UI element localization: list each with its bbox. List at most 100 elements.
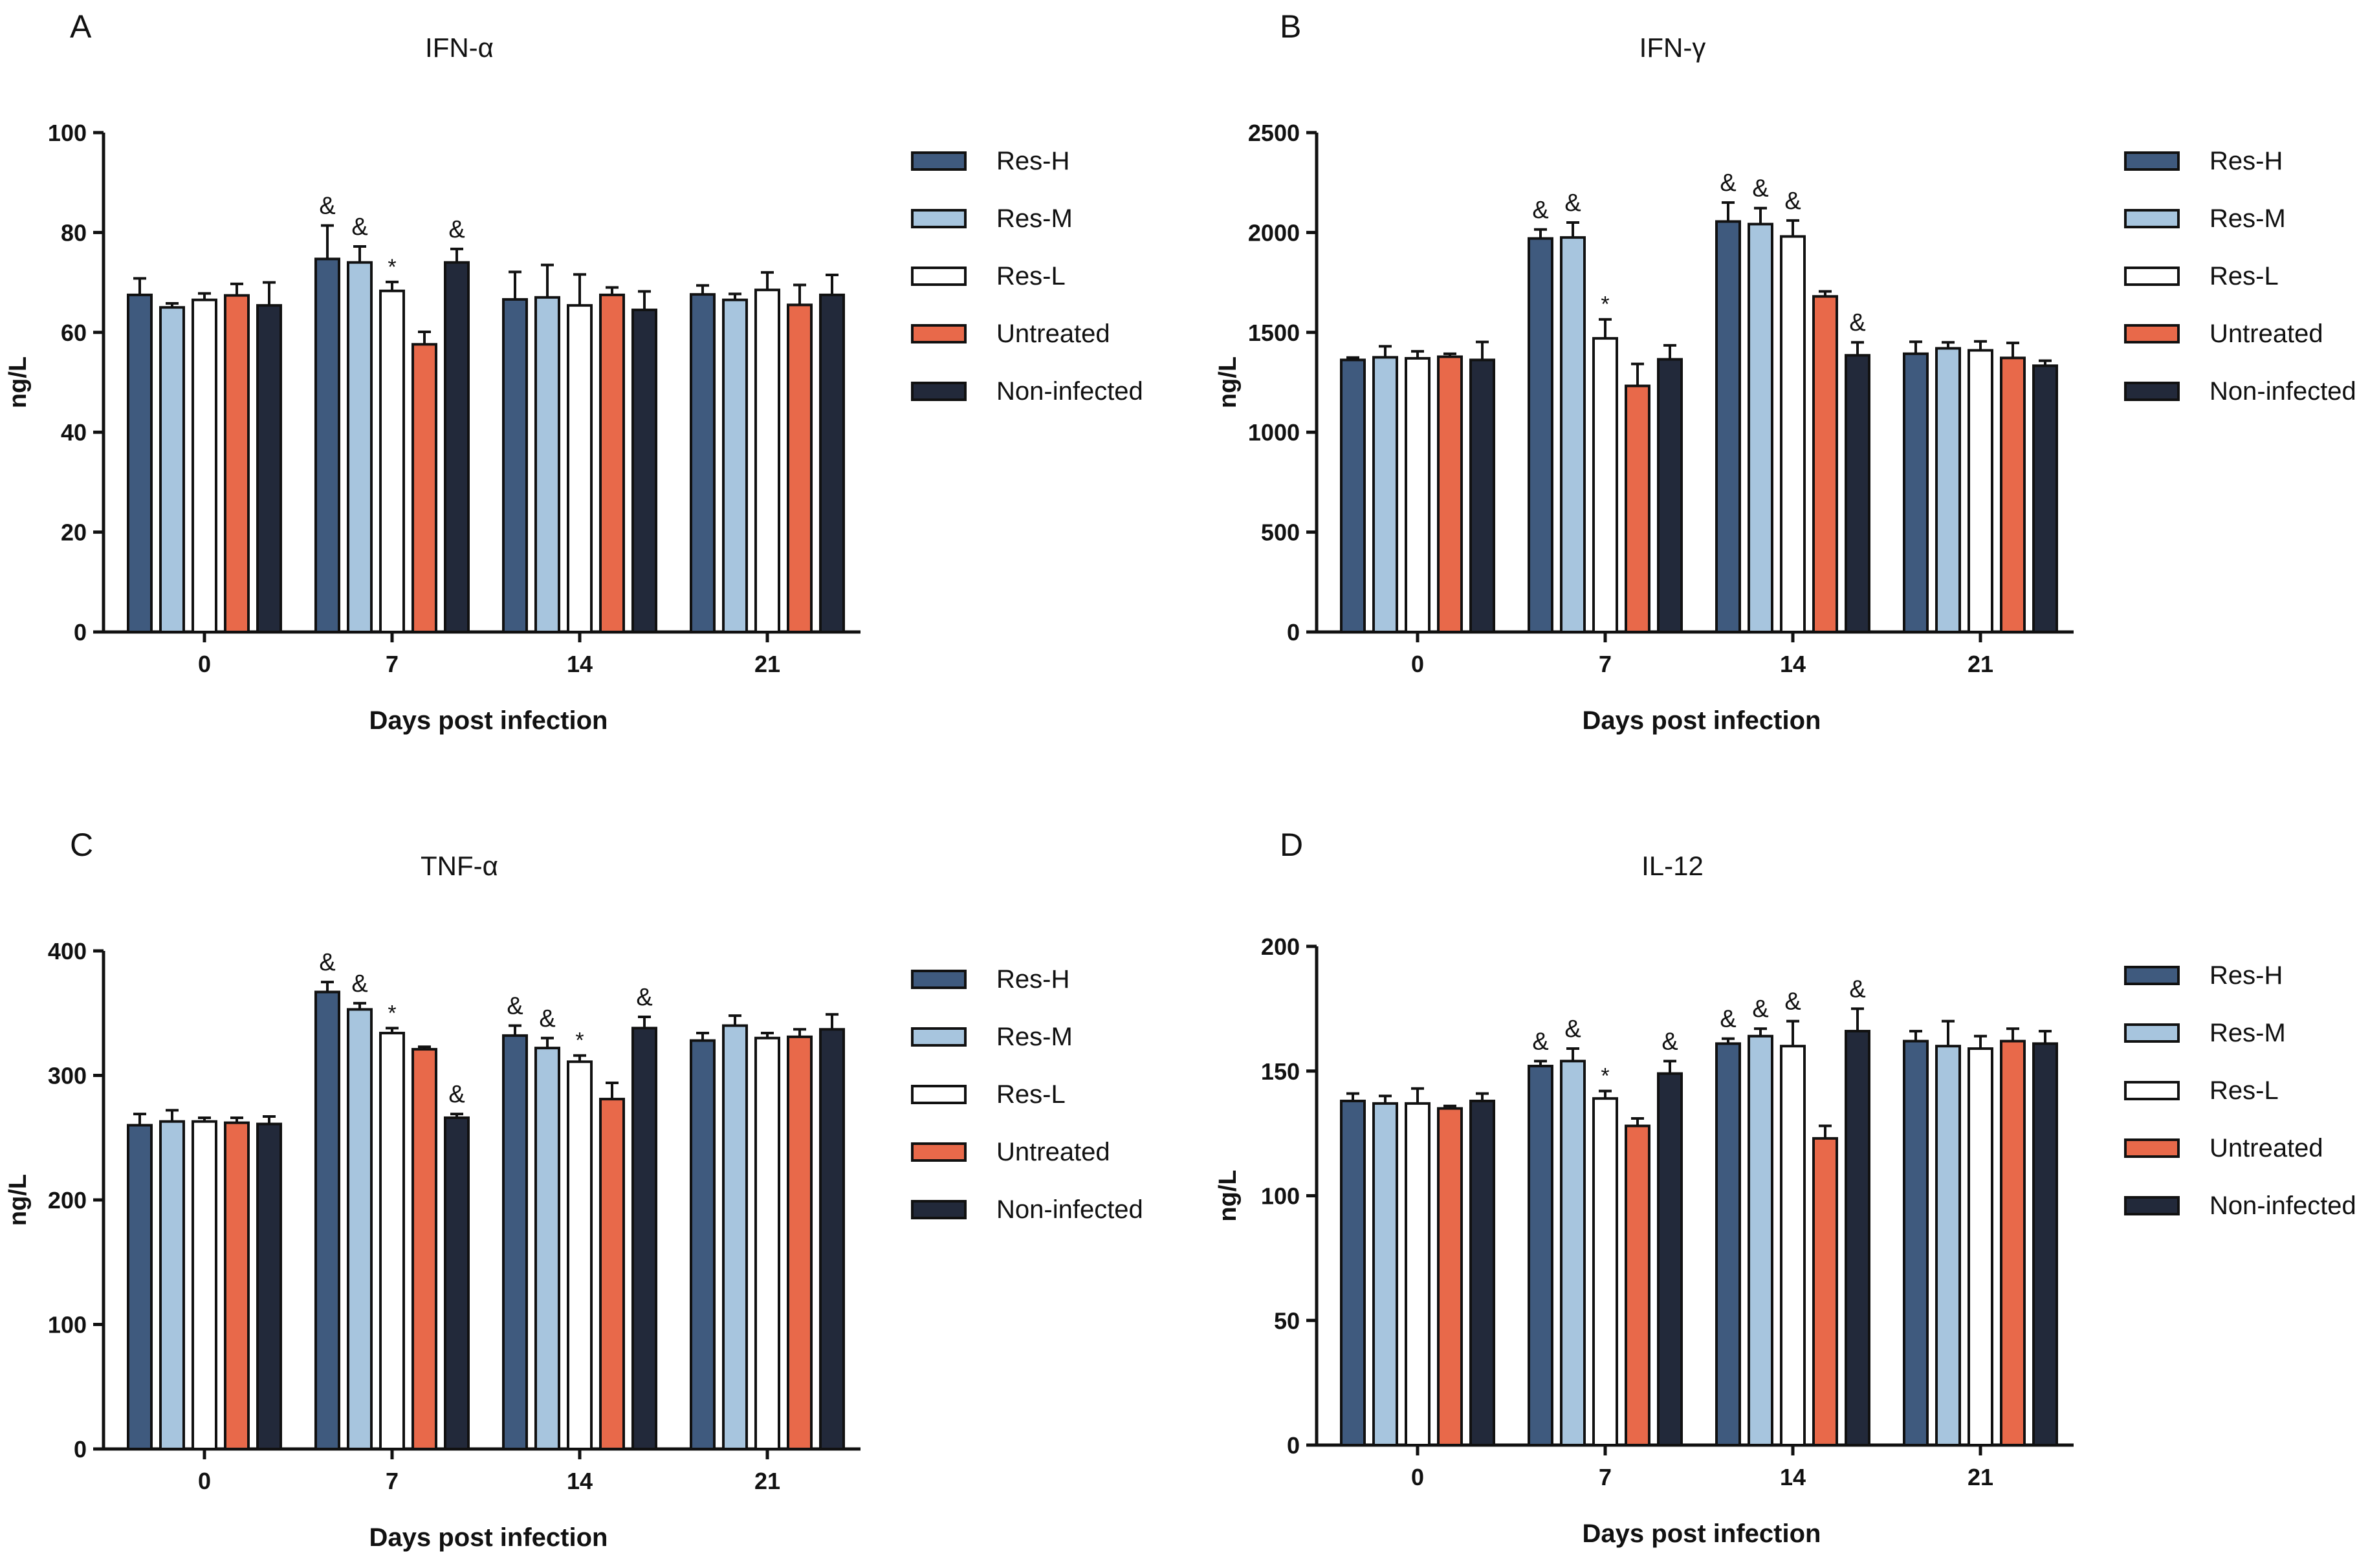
legend-label: Res-L — [2209, 1076, 2279, 1105]
bar-non-infected-day-14 — [1845, 1030, 1870, 1446]
bar-res-m-day-14 — [1748, 223, 1773, 633]
legend-swatch — [911, 1085, 967, 1104]
legend-swatch — [2124, 209, 2180, 228]
bar-non-infected-day-21 — [2032, 1042, 2058, 1446]
bar-res-h-day-14 — [1715, 1042, 1741, 1446]
legend-label: Untreated — [2209, 1134, 2323, 1162]
bar-res-h-day-7 — [314, 990, 340, 1450]
bar-res-h-day-21 — [1903, 352, 1929, 633]
panel-letter: B — [1280, 8, 1301, 45]
bar-non-infected-day-7 — [1657, 358, 1683, 633]
bar-res-h-day-0 — [127, 293, 153, 633]
bar-res-m-day-7 — [347, 1008, 373, 1450]
legend-label: Untreated — [996, 320, 1110, 348]
bar-untreated-day-0 — [224, 1121, 250, 1451]
y-tick-label: 150 — [1261, 1058, 1300, 1085]
bar-res-l-day-14 — [1780, 235, 1806, 633]
bar-res-m-day-0 — [159, 306, 185, 633]
bar-res-m-day-7 — [347, 261, 373, 634]
bar-non-infected-day-0 — [256, 1122, 282, 1450]
x-tick-label: 7 — [1599, 651, 1612, 677]
bar-res-h-day-14 — [1715, 220, 1741, 633]
significance-mark: & — [1532, 1028, 1548, 1055]
bar-res-l-day-14 — [1780, 1045, 1806, 1446]
significance-mark: & — [448, 1081, 465, 1108]
bar-res-l-day-7 — [379, 289, 405, 633]
bar-res-m-day-21 — [1935, 347, 1961, 634]
bar-res-h-day-7 — [1528, 1065, 1553, 1447]
bar-non-infected-day-21 — [819, 293, 845, 633]
y-tick-label: 20 — [61, 519, 87, 546]
x-tick-label: 21 — [754, 1468, 780, 1494]
bar-untreated-day-0 — [1437, 355, 1463, 633]
y-axis-label: ng/L — [5, 1174, 32, 1226]
panel-letter: D — [1280, 827, 1303, 863]
legend-label: Untreated — [2209, 320, 2323, 348]
significance-mark: & — [1752, 175, 1768, 202]
bar-res-l-day-0 — [1405, 1102, 1431, 1446]
y-tick-label: 0 — [1287, 619, 1300, 646]
y-tick-label: 40 — [61, 419, 87, 446]
bar-res-m-day-7 — [1560, 236, 1586, 633]
bar-non-infected-day-7 — [1657, 1072, 1683, 1446]
significance-mark: & — [351, 213, 367, 241]
legend-label: Res-M — [996, 204, 1073, 233]
bar-untreated-day-7 — [1625, 384, 1650, 633]
x-tick-label: 21 — [1968, 1464, 1993, 1490]
x-tick-label: 21 — [1968, 651, 1993, 677]
bar-res-h-day-21 — [1903, 1040, 1929, 1446]
significance-mark: & — [1720, 1006, 1736, 1033]
bar-untreated-day-21 — [787, 303, 813, 633]
legend: Res-H Res-M Res-L Untreated Non-infected — [2124, 147, 2356, 406]
legend-label: Non-infected — [2209, 377, 2356, 406]
y-tick-label: 200 — [1261, 933, 1300, 960]
legend-swatch — [911, 1142, 967, 1162]
bar-untreated-day-14 — [599, 293, 625, 633]
y-tick-label: 200 — [48, 1187, 87, 1214]
legend-label: Non-infected — [996, 1195, 1143, 1224]
legend: Res-H Res-M Res-L Untreated Non-infected — [2124, 961, 2356, 1220]
x-axis-label: Days post infection — [369, 706, 608, 735]
significance-mark: & — [1564, 1016, 1581, 1043]
bar-res-h-day-0 — [127, 1124, 153, 1450]
bar-non-infected-day-0 — [256, 304, 282, 633]
y-tick-label: 0 — [1287, 1432, 1300, 1459]
bar-res-h-day-7 — [314, 257, 340, 634]
y-tick-label: 500 — [1261, 519, 1300, 546]
bar-non-infected-day-21 — [819, 1028, 845, 1450]
bar-untreated-day-0 — [224, 294, 250, 633]
bar-res-l-day-21 — [754, 289, 780, 633]
bar-untreated-day-14 — [599, 1098, 625, 1450]
legend-swatch — [2124, 966, 2180, 985]
legend-label: Res-H — [2209, 147, 2283, 175]
y-tick-label: 100 — [1261, 1183, 1300, 1210]
legend-swatch — [2124, 1138, 2180, 1158]
significance-mark: & — [1849, 975, 1865, 1003]
bar-untreated-day-0 — [1437, 1107, 1463, 1446]
bar-non-infected-day-7 — [444, 1116, 470, 1450]
chart-title: IL-12 — [1641, 851, 1704, 881]
x-axis-label: Days post infection — [369, 1523, 608, 1552]
legend-swatch — [2124, 1081, 2180, 1100]
bar-non-infected-day-0 — [1469, 358, 1495, 634]
bar-res-m-day-0 — [1372, 1102, 1398, 1446]
bar-res-l-day-21 — [1968, 1047, 1993, 1447]
bar-res-l-day-0 — [192, 1120, 217, 1450]
chart-title: IFN-α — [425, 32, 494, 63]
y-tick-label: 1500 — [1248, 320, 1300, 346]
x-tick-label: 14 — [1780, 651, 1806, 677]
significance-mark: * — [1601, 292, 1609, 317]
chart-title: TNF-α — [421, 851, 498, 881]
legend-swatch — [911, 151, 967, 171]
significance-mark: & — [1532, 197, 1548, 224]
legend-swatch — [2124, 1023, 2180, 1043]
legend-label: Res-H — [996, 965, 1069, 994]
y-tick-label: 2000 — [1248, 219, 1300, 246]
bar-untreated-day-21 — [787, 1035, 813, 1450]
bar-non-infected-day-14 — [631, 1027, 657, 1450]
y-tick-label: 400 — [48, 938, 87, 964]
y-axis-label: ng/L — [5, 356, 32, 408]
bar-res-h-day-14 — [502, 1034, 528, 1450]
legend-swatch — [2124, 151, 2180, 171]
